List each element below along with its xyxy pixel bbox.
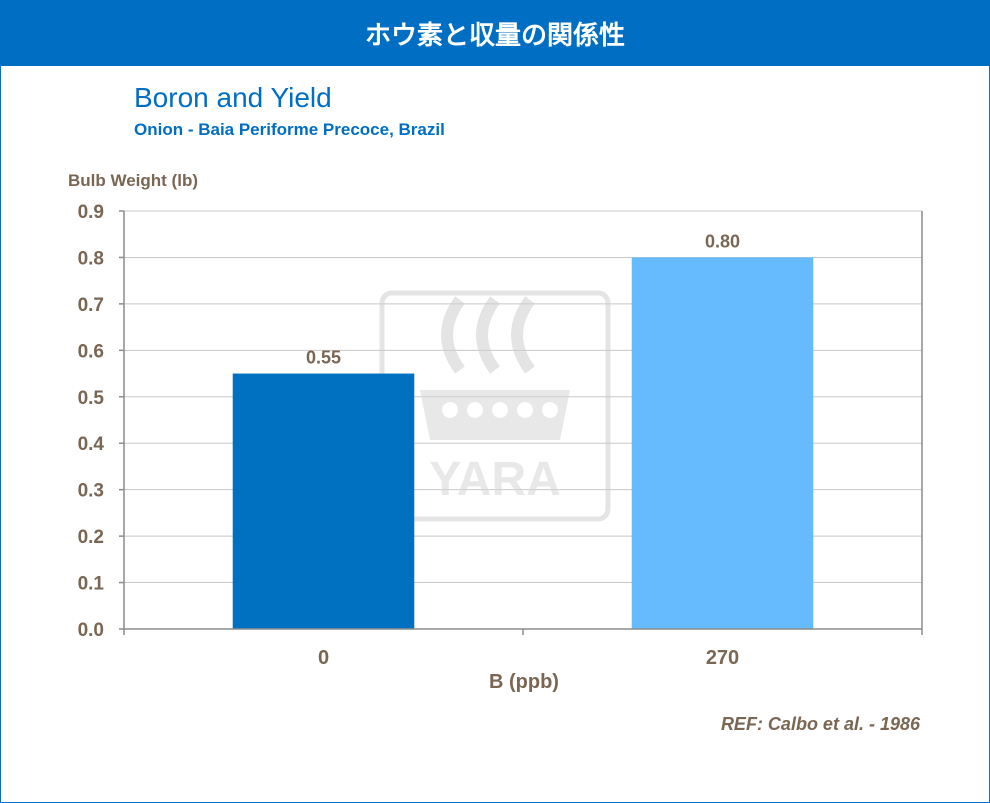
x-tick-label: 0 xyxy=(318,647,329,669)
y-tick-label: 0.8 xyxy=(78,248,104,269)
bars xyxy=(232,257,814,629)
data-labels: 0.55 0.80 xyxy=(306,231,740,367)
y-tick-label: 0.3 xyxy=(78,481,104,502)
bar-270 xyxy=(631,257,814,629)
reference-note: REF: Calbo et al. - 1986 xyxy=(720,714,920,734)
y-tick-label: 0.6 xyxy=(78,341,104,362)
y-tick-label: 0.1 xyxy=(78,574,105,595)
y-axis-label: Bulb Weight (lb) xyxy=(68,171,198,190)
y-tick-labels: 0.0 0.1 0.2 0.3 0.4 0.5 0.6 0.7 0.8 0.9 xyxy=(78,202,105,641)
x-tick-labels: 0 270 xyxy=(123,629,923,669)
chart-title: Boron and Yield xyxy=(134,82,332,113)
y-tick-label: 0.4 xyxy=(78,434,105,455)
yara-watermark: YARA xyxy=(379,290,611,522)
watermark-text: YARA xyxy=(429,453,561,506)
bar-0 xyxy=(232,373,415,629)
banner-title: ホウ素と収量の関係性 xyxy=(0,0,990,66)
x-axis-label: B (ppb) xyxy=(489,671,559,693)
y-tick-label: 0.5 xyxy=(78,388,105,409)
y-tick-label: 0.9 xyxy=(78,202,104,223)
x-tick-label: 270 xyxy=(706,647,739,669)
y-tick-label: 0.2 xyxy=(78,527,104,548)
data-label: 0.55 xyxy=(306,348,341,368)
chart-subtitle: Onion - Baia Periforme Precoce, Brazil xyxy=(134,120,445,139)
y-tick-label: 0.0 xyxy=(78,620,104,641)
y-tick-label: 0.7 xyxy=(78,295,104,316)
data-label: 0.80 xyxy=(705,231,740,251)
